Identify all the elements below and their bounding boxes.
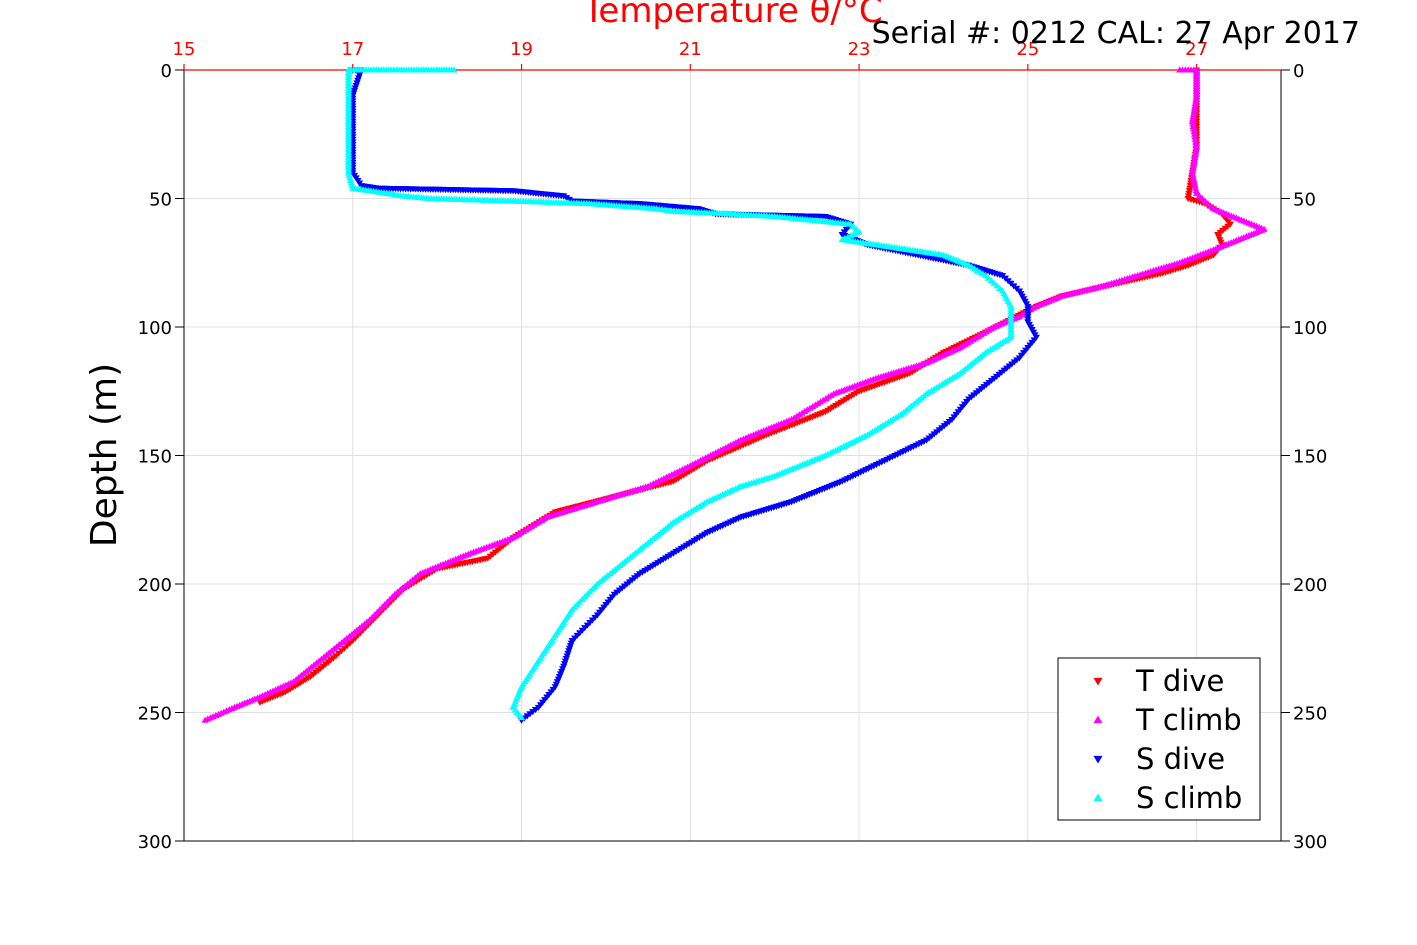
y-tick-label-right: 0: [1293, 61, 1304, 82]
y-tick-label-right: 300: [1293, 832, 1327, 853]
y-tick-label-left: 150: [138, 447, 172, 468]
series-s-dive: [349, 67, 1040, 724]
legend-label: S climb: [1136, 781, 1242, 815]
y-tick-label-right: 50: [1293, 190, 1316, 211]
data-point: [1189, 120, 1197, 127]
ticks: 15 17 19 21 23 25 27 0 0 50 50 100 100 150 150 200 200 25…: [138, 39, 1328, 853]
legend-marker: [1093, 793, 1103, 802]
data-point: [1189, 115, 1197, 122]
y-tick-label-left: 300: [138, 832, 172, 853]
x-tick-label: 27: [1185, 39, 1208, 60]
legend-label: S dive: [1136, 742, 1225, 776]
y-tick-label-right: 200: [1293, 575, 1327, 596]
data-point: [1191, 102, 1199, 109]
series-t-dive: [256, 67, 1234, 706]
legend-marker: [1093, 677, 1103, 686]
x-tick-label: 17: [341, 39, 364, 60]
grid: [183, 70, 1281, 841]
data-point: [1190, 179, 1199, 186]
data-point: [1192, 140, 1200, 148]
y-tick-label-left: 100: [138, 318, 172, 339]
legend-label: T dive: [1135, 664, 1224, 698]
data-point: [1189, 174, 1198, 181]
y-tick-label-right: 150: [1293, 447, 1327, 468]
data-point: [562, 195, 571, 202]
data-point: [1190, 125, 1198, 132]
legend: T dive T climb S dive S climb: [1057, 657, 1261, 821]
data-point: [1189, 171, 1197, 178]
legend-box: [1057, 657, 1261, 821]
data-point: [1189, 164, 1197, 171]
header-serial-cal: Serial #: 0212 CAL: 27 Apr 2017: [872, 16, 1360, 51]
data-point: [1188, 169, 1196, 176]
series-t-climb: [201, 66, 1268, 723]
y-tick-label-left: 0: [161, 61, 172, 82]
chart-title: Temperature θ/°C: [582, 0, 882, 31]
data-point: [1191, 99, 1199, 106]
x-tick-label: 15: [173, 39, 196, 60]
data-point: [1192, 97, 1200, 104]
data-point: [1191, 133, 1199, 140]
y-tick-label-left: 200: [138, 575, 172, 596]
data-point: [1190, 176, 1198, 184]
data-point: [1189, 166, 1197, 173]
data-point: [1190, 128, 1198, 135]
data-point: [565, 196, 573, 203]
data-point: [560, 193, 568, 200]
series-s-climb: [344, 66, 1015, 721]
y-tick-label-right: 250: [1293, 704, 1327, 725]
data-point: [1191, 135, 1199, 142]
x-tick-label: 19: [510, 39, 533, 60]
data-point: [1192, 138, 1200, 145]
data-point: [517, 714, 526, 721]
legend-marker: [1093, 715, 1103, 724]
data-point: [1190, 110, 1198, 117]
data-point: [1190, 107, 1198, 114]
data-point: [1190, 161, 1198, 168]
x-tick-label: 25: [1016, 39, 1039, 60]
data-point: [1192, 187, 1200, 194]
y-tick-label-left: 250: [138, 704, 172, 725]
data-point: [1191, 151, 1199, 158]
data-point: [1190, 156, 1199, 163]
data-point: [1188, 117, 1196, 124]
data-point: [1191, 153, 1199, 160]
data-point: [201, 716, 209, 723]
data-point: [1192, 146, 1200, 153]
data-points: [201, 66, 1268, 724]
data-point: [1191, 184, 1200, 191]
legend-marker: [1093, 755, 1103, 764]
data-point: [1192, 94, 1200, 101]
data-point: [1189, 112, 1197, 119]
data-point: [1190, 104, 1199, 112]
data-point: [1192, 148, 1200, 155]
data-point: [1190, 158, 1198, 166]
data-point: [1193, 92, 1201, 99]
data-point: [1191, 182, 1199, 189]
y-axis-label: Depth (m): [84, 363, 125, 547]
y-tick-label-left: 50: [149, 190, 172, 211]
data-point: [1190, 130, 1199, 137]
y-tick-label-right: 100: [1293, 318, 1327, 339]
legend-label: T climb: [1135, 703, 1242, 737]
data-point: [1193, 143, 1201, 150]
x-tick-label: 23: [848, 39, 871, 60]
data-point: [1189, 122, 1197, 130]
x-tick-label: 21: [679, 39, 702, 60]
